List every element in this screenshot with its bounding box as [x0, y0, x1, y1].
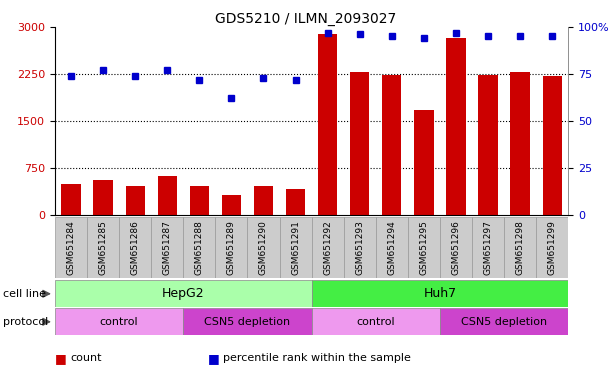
Bar — [446, 38, 466, 215]
Text: GSM651285: GSM651285 — [98, 220, 108, 275]
Bar — [222, 195, 241, 215]
Bar — [312, 217, 343, 278]
Text: GSM651292: GSM651292 — [323, 220, 332, 275]
Bar — [280, 217, 312, 278]
Text: GSM651289: GSM651289 — [227, 220, 236, 275]
Bar — [254, 185, 273, 215]
Bar — [312, 308, 440, 335]
Bar — [190, 186, 209, 215]
Bar — [183, 217, 216, 278]
Bar — [216, 217, 247, 278]
Text: GSM651294: GSM651294 — [387, 220, 397, 275]
Bar — [440, 308, 568, 335]
Bar — [61, 184, 81, 215]
Bar — [55, 280, 312, 307]
Bar — [152, 217, 183, 278]
Bar — [478, 75, 497, 215]
Text: GSM651298: GSM651298 — [516, 220, 525, 275]
Bar — [183, 308, 312, 335]
Bar — [286, 189, 305, 215]
Bar — [119, 217, 152, 278]
Text: GSM651286: GSM651286 — [131, 220, 140, 275]
Text: GSM651290: GSM651290 — [259, 220, 268, 275]
Text: count: count — [70, 353, 102, 363]
Bar — [543, 76, 562, 215]
Bar — [247, 217, 280, 278]
Bar — [158, 175, 177, 215]
Text: GSM651299: GSM651299 — [547, 220, 557, 275]
Text: protocol: protocol — [3, 317, 48, 327]
Text: GSM651291: GSM651291 — [291, 220, 300, 275]
Bar — [536, 217, 568, 278]
Bar — [350, 72, 369, 215]
Bar — [408, 217, 440, 278]
Bar — [472, 217, 504, 278]
Bar — [440, 217, 472, 278]
Text: CSN5 depletion: CSN5 depletion — [205, 317, 290, 327]
Bar — [312, 280, 568, 307]
Text: GSM651287: GSM651287 — [163, 220, 172, 275]
Text: GSM651288: GSM651288 — [195, 220, 204, 275]
Text: cell line: cell line — [3, 289, 46, 299]
Bar — [87, 217, 119, 278]
Text: GSM651293: GSM651293 — [355, 220, 364, 275]
Bar — [511, 72, 530, 215]
Text: GSM651297: GSM651297 — [483, 220, 492, 275]
Text: control: control — [100, 317, 139, 327]
Text: GSM651284: GSM651284 — [67, 220, 76, 275]
Text: control: control — [356, 317, 395, 327]
Text: Huh7: Huh7 — [423, 287, 456, 300]
Text: GDS5210 / ILMN_2093027: GDS5210 / ILMN_2093027 — [215, 12, 396, 25]
Bar — [55, 308, 183, 335]
Bar — [126, 185, 145, 215]
Text: GSM651295: GSM651295 — [419, 220, 428, 275]
Text: CSN5 depletion: CSN5 depletion — [461, 317, 547, 327]
Bar — [55, 217, 87, 278]
Text: HepG2: HepG2 — [162, 287, 205, 300]
Text: percentile rank within the sample: percentile rank within the sample — [223, 353, 411, 363]
Bar — [93, 180, 113, 215]
Bar — [414, 110, 433, 215]
Bar — [318, 35, 337, 215]
Text: GSM651296: GSM651296 — [452, 220, 461, 275]
Bar — [504, 217, 536, 278]
Bar — [382, 75, 401, 215]
Bar — [376, 217, 408, 278]
Text: ■: ■ — [208, 352, 224, 365]
Text: ■: ■ — [55, 352, 71, 365]
Bar — [343, 217, 376, 278]
